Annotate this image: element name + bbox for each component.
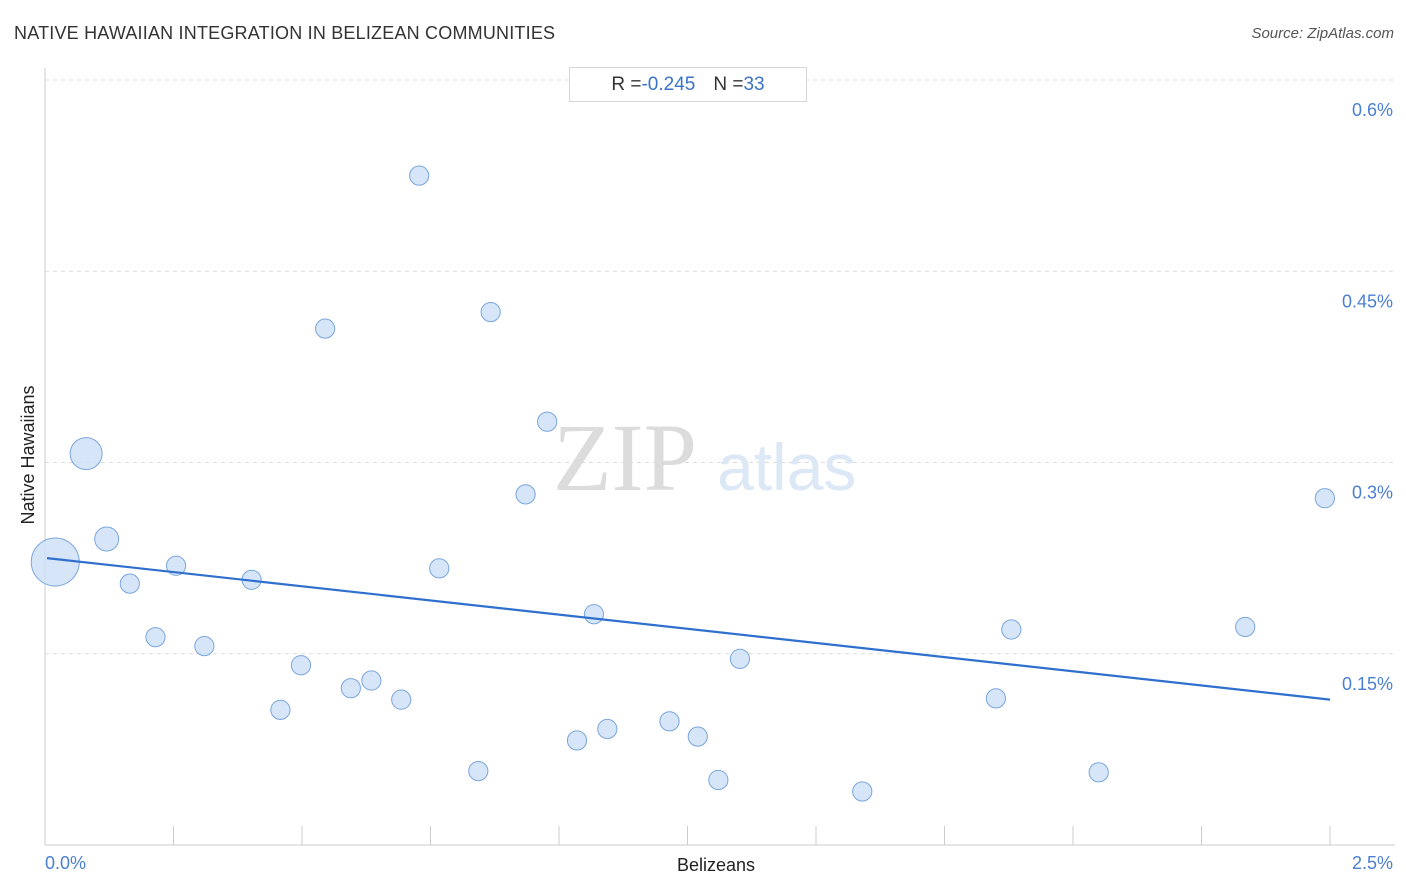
data-point-6 <box>194 636 215 657</box>
data-point-1 <box>69 437 103 471</box>
data-point-31 <box>1235 616 1256 638</box>
data-point-8 <box>270 699 291 720</box>
y-axis-label: Native Hawaiians <box>18 385 38 524</box>
data-point-17 <box>480 301 501 323</box>
data-point-14 <box>409 165 430 186</box>
tick-labels: 0.15% 0.3% 0.45% 0.6% 0.0% 2.5% <box>45 100 1393 873</box>
data-point-30 <box>1088 762 1109 783</box>
data-point-5 <box>165 555 187 576</box>
data-point-32 <box>1314 488 1335 509</box>
data-point-24 <box>687 726 708 747</box>
grid-lines <box>45 79 1395 655</box>
data-point-4 <box>145 627 166 648</box>
watermark-atlas: atlas <box>717 430 856 504</box>
data-point-13 <box>391 689 412 710</box>
data-point-19 <box>537 411 558 432</box>
data-point-23 <box>659 711 680 732</box>
watermark-zip: ZIP <box>553 404 697 511</box>
data-point-16 <box>468 760 489 782</box>
n-label: N = <box>713 73 744 95</box>
x-axis-label: Belizeans <box>677 855 755 875</box>
data-point-26 <box>729 648 751 669</box>
y-tick-label-1: 0.3% <box>1352 483 1393 503</box>
axes <box>44 68 1395 846</box>
x-tick-label-0: 0.0% <box>45 853 86 873</box>
trend-line-group <box>46 557 1331 701</box>
data-point-28 <box>985 688 1007 709</box>
data-points <box>30 165 1335 802</box>
correlation-stats: R = -0.245 N = 33 <box>569 67 807 102</box>
source-credit: Source: ZipAtlas.com <box>1251 25 1394 42</box>
r-label: R = <box>611 73 642 95</box>
data-point-21 <box>583 604 605 625</box>
r-value: -0.245 <box>641 73 696 95</box>
data-point-3 <box>119 573 140 594</box>
data-point-2 <box>94 526 120 552</box>
data-point-29 <box>1001 619 1022 640</box>
trend-line <box>46 557 1331 701</box>
data-point-18 <box>515 484 536 505</box>
watermark: ZIP atlas <box>553 404 856 511</box>
data-point-10 <box>315 318 336 339</box>
chart-title: NATIVE HAWAIIAN INTEGRATION IN BELIZEAN … <box>14 23 556 43</box>
data-point-15 <box>429 558 450 579</box>
data-point-12 <box>361 670 382 691</box>
y-tick-label-2: 0.45% <box>1342 291 1393 311</box>
data-point-20 <box>566 730 588 751</box>
data-point-11 <box>340 678 361 699</box>
n-value: 33 <box>743 73 765 95</box>
data-point-25 <box>708 769 729 791</box>
y-tick-label-3: 0.6% <box>1352 100 1393 120</box>
y-tick-label-0: 0.15% <box>1342 674 1393 694</box>
data-point-27 <box>852 781 873 802</box>
data-point-9 <box>290 655 312 676</box>
x-tick-label-1: 2.5% <box>1352 853 1393 873</box>
data-point-22 <box>597 718 618 740</box>
